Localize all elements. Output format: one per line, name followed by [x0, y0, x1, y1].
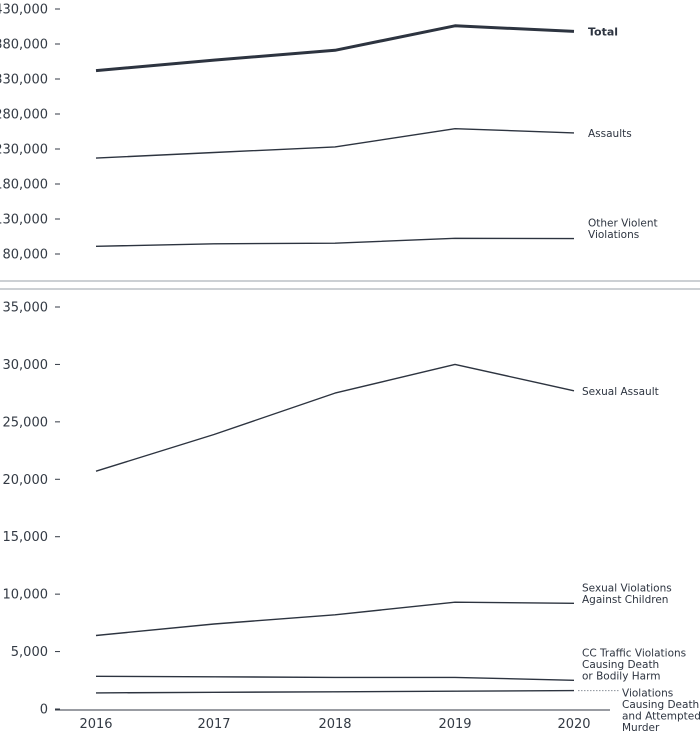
x-tick-label: 2016 [79, 717, 112, 732]
series-line-sexual-assault [95, 363, 575, 472]
series-label-sexual-violations-against-children: Sexual Violations Against Children [582, 582, 672, 606]
y-tick-label: 180,000 [0, 178, 48, 193]
y-tick-label: 0 [40, 703, 48, 718]
y-tick-label: 280,000 [0, 108, 48, 123]
series-label-other-violent-violations: Other Violent Violations [588, 218, 658, 242]
series-label-total: Total [588, 25, 618, 38]
series-line-total [95, 24, 575, 73]
series-line-assaults [95, 127, 575, 159]
y-tick-label: 25,000 [3, 415, 49, 430]
series-label-cc-traffic-violations-causing-death-or-bodily-harm: CC Traffic Violations Causing Death or Bod… [582, 647, 686, 682]
series-line-sexual-violations-against-children [95, 601, 575, 637]
x-tick-label: 2020 [557, 717, 590, 732]
x-tick-label: 2018 [318, 717, 351, 732]
y-tick-label: 380,000 [0, 38, 48, 53]
series-label-assaults: Assaults [588, 128, 632, 140]
x-tick-label: 2019 [438, 717, 471, 732]
series-label-violations-causing-death-and-attempted-murder: Violations Causing Death and Attempted Murd… [622, 688, 700, 732]
y-tick-label: 20,000 [3, 473, 49, 488]
y-tick-label: 130,000 [0, 213, 48, 228]
y-tick-label: 35,000 [3, 301, 49, 316]
y-tick-label: 430,000 [0, 3, 48, 18]
y-tick-label: 10,000 [3, 588, 49, 603]
y-tick-label: 330,000 [0, 73, 48, 88]
y-tick-label: 15,000 [3, 530, 49, 545]
series-label-sexual-assault: Sexual Assault [582, 386, 659, 398]
x-tick-label: 2017 [197, 717, 230, 732]
x-axis: 2016 2017 2018 2019 2020 [55, 709, 610, 732]
y-tick-label: 30,000 [3, 358, 49, 373]
y-tick-label: 230,000 [0, 143, 48, 158]
series-line-violations-causing-death-and-attempted-murder [95, 689, 575, 694]
bottom-panel: 35,000 30,000 25,000 20,000 15,000 10,000 5,00… [3, 301, 700, 732]
series-line-cc-traffic-violations-causing-death-or-bodily-harm [95, 675, 575, 681]
series-line-other-violent-violations [95, 237, 575, 247]
top-panel: 430,000 380,000 330,000 280,000 230,000 180,0… [0, 3, 658, 263]
y-tick-label: 5,000 [11, 645, 48, 660]
y-tick-label: 80,000 [3, 248, 49, 263]
